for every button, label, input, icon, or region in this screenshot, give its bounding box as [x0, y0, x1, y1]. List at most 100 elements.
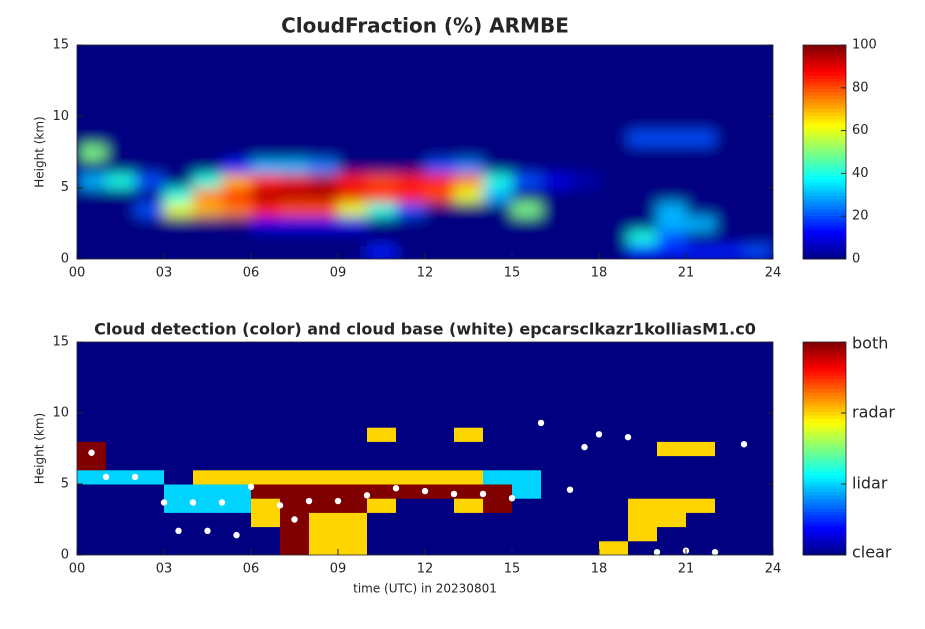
heatmap-cell — [164, 59, 194, 75]
heatmap-cell — [396, 342, 426, 357]
heatmap-cell — [106, 484, 136, 499]
heatmap-cell — [628, 526, 658, 542]
heatmap-cell — [251, 130, 281, 146]
y-tick-label: 15 — [52, 38, 69, 53]
heatmap-cell — [280, 130, 310, 146]
heatmap-cell — [251, 144, 281, 160]
heatmap-cell — [512, 526, 542, 542]
y-axis-label: Height (km) — [33, 116, 47, 187]
heatmap-cell — [628, 484, 658, 499]
heatmap-cell — [251, 230, 281, 246]
y-tick-label: 5 — [61, 477, 69, 492]
heatmap-cell — [193, 230, 223, 246]
heatmap-cell — [77, 356, 107, 371]
heatmap-cell — [657, 398, 687, 414]
heatmap-cell — [135, 526, 165, 542]
heatmap-cell — [77, 469, 107, 485]
heatmap-cell — [135, 512, 165, 528]
colorbar-segment — [803, 158, 846, 163]
heatmap-cell — [338, 45, 368, 60]
heatmap-cell — [396, 356, 426, 371]
colorbar-segment — [803, 431, 846, 436]
heatmap-cell — [541, 526, 571, 542]
heatmap-cell — [164, 398, 194, 414]
heatmap-cell — [135, 342, 165, 357]
heatmap-cell — [657, 526, 687, 542]
heatmap-cell — [367, 144, 397, 160]
heatmap-cell — [280, 484, 310, 499]
heatmap-cell — [686, 73, 716, 89]
heatmap-cell — [309, 244, 339, 259]
heatmap-cell — [77, 45, 107, 60]
heatmap-cell — [222, 498, 252, 513]
heatmap-cell — [396, 230, 426, 246]
colorbar-segment — [803, 131, 846, 136]
heatmap-cell — [396, 173, 426, 189]
heatmap-cell — [106, 216, 136, 231]
x-tick-label: 15 — [504, 266, 521, 281]
heatmap-cell — [715, 484, 745, 499]
heatmap-cell — [425, 244, 455, 259]
heatmap-cell — [686, 356, 716, 371]
heatmap-cell — [251, 59, 281, 75]
heatmap-cell — [454, 498, 484, 513]
colorbar-segment — [803, 118, 846, 123]
heatmap-cell — [483, 173, 513, 189]
heatmap-cell — [280, 102, 310, 117]
heatmap-cell — [309, 144, 339, 160]
heatmap-cell — [280, 187, 310, 203]
heatmap-cell — [396, 540, 426, 555]
heatmap-cell — [570, 342, 600, 357]
heatmap-cell — [512, 455, 542, 471]
heatmap-cell — [367, 384, 397, 400]
heatmap-cell — [512, 370, 542, 386]
heatmap-cell — [483, 384, 513, 400]
cloud-base-point — [479, 490, 487, 498]
heatmap-cell — [483, 87, 513, 103]
heatmap-cell — [686, 59, 716, 75]
heatmap-cell — [541, 230, 571, 246]
heatmap-cell — [367, 59, 397, 75]
heatmap-cell — [512, 441, 542, 457]
heatmap-cell — [135, 201, 165, 217]
heatmap-cell — [570, 413, 600, 428]
heatmap-cell — [628, 540, 658, 555]
colorbar-segment — [803, 405, 846, 410]
heatmap-cell — [715, 384, 745, 400]
heatmap-cell — [628, 201, 658, 217]
heatmap-cell — [280, 159, 310, 174]
x-tick-label: 12 — [417, 562, 434, 577]
colorbar-segment — [803, 415, 846, 420]
heatmap-cell — [338, 159, 368, 174]
heatmap-cell — [744, 512, 773, 528]
heatmap-cell — [454, 469, 484, 485]
colorbar-segment — [803, 488, 846, 493]
colorbar-segment — [803, 252, 846, 257]
heatmap-cell — [628, 87, 658, 103]
heatmap-cell — [483, 469, 513, 485]
heatmap-cell — [106, 73, 136, 89]
heatmap-cell — [483, 455, 513, 471]
cloud-base-point — [392, 485, 400, 492]
heatmap-cell — [570, 59, 600, 75]
colorbar-tick-label: 20 — [852, 209, 869, 224]
heatmap-cell — [599, 187, 629, 203]
heatmap-cell — [454, 356, 484, 371]
colorbar-segment — [803, 155, 846, 160]
heatmap-cell — [251, 356, 281, 371]
heatmap-cell — [193, 441, 223, 457]
colorbar-tick-label: 40 — [852, 166, 869, 181]
heatmap-cell — [570, 73, 600, 89]
heatmap-cell — [106, 87, 136, 103]
heatmap-cell — [541, 356, 571, 371]
heatmap-cell — [280, 427, 310, 442]
cloud-base-point — [160, 499, 168, 506]
heatmap-cell — [280, 59, 310, 75]
colorbar-segment — [803, 395, 846, 400]
heatmap-cell — [512, 356, 542, 371]
heatmap-cell — [193, 356, 223, 371]
heatmap-cell — [657, 45, 687, 60]
heatmap-cell — [425, 398, 455, 414]
heatmap-cell — [280, 356, 310, 371]
